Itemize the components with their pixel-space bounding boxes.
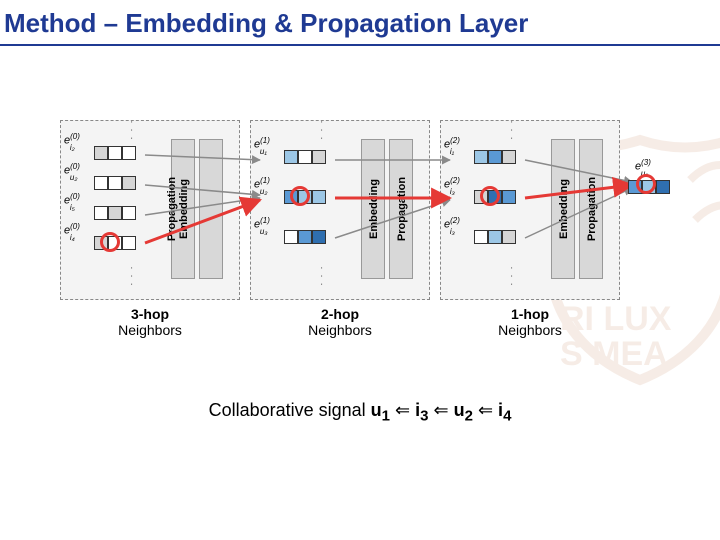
hop-label-2: 2-hopNeighbors [250, 306, 430, 338]
slide-title: Method – Embedding & Propagation Layer [4, 8, 528, 39]
node-label: e(2)i₃ [444, 176, 465, 193]
dots: · · · [316, 266, 327, 287]
ep-label-prop: Propagation [586, 139, 598, 279]
panel-1hop: Embedding Propagation · · · · · · [440, 120, 620, 300]
ep-block-2: Embedding [361, 139, 385, 279]
highlight-circle [100, 232, 120, 252]
highlight-circle [290, 186, 310, 206]
panel-2hop: Embedding Propagation · · · · · · [250, 120, 430, 300]
ep-block-2b: Propagation [389, 139, 413, 279]
ep-label-emb: Embedding [368, 139, 380, 279]
node-cells [94, 146, 136, 160]
caption: Collaborative signal u1 ⇐ i3 ⇐ u2 ⇐ i4 [0, 400, 720, 425]
dots: · · · [126, 120, 137, 141]
panel-3hop: Embedding Propagation · · · · · · [60, 120, 240, 300]
ep-label-emb: Embedding [178, 139, 190, 279]
node-cells [284, 150, 326, 164]
highlight-circle [480, 186, 500, 206]
node-label: e(1)u₁ [254, 136, 277, 153]
node-cells [94, 176, 136, 190]
ep-block-1: Embedding [551, 139, 575, 279]
final-node-label: e(3)u₁ [635, 158, 658, 175]
node-label: e(0)i₂ [64, 132, 85, 149]
node-label: e(1)u₃ [254, 216, 278, 233]
dots: · · · [506, 266, 517, 287]
title-underline [0, 44, 720, 46]
node-label: e(1)u₂ [254, 176, 277, 193]
node-cells [94, 206, 136, 220]
node-cells [284, 230, 326, 244]
node-label: e(0)i₅ [64, 192, 85, 209]
hop-label-3: 3-hopNeighbors [60, 306, 240, 338]
dots: · · · [506, 120, 517, 141]
ep-block-3: Embedding Propagation [171, 139, 195, 279]
node-cells [474, 150, 516, 164]
node-label: e(2)i₁ [444, 136, 464, 153]
dots: · · · [316, 120, 327, 141]
node-label: e(0)u₂ [64, 162, 87, 179]
dots: · · · [126, 266, 137, 287]
node-label: e(0)i₄ [64, 222, 85, 239]
ep-label-prop: Propagation [166, 139, 178, 279]
ep-label-prop: Propagation [396, 139, 408, 279]
diagram-area: Embedding Propagation · · · · · · 3-hopN… [60, 120, 660, 360]
node-label: e(2)i₃ [444, 216, 465, 233]
ep-block-1b: Propagation [579, 139, 603, 279]
node-cells [474, 230, 516, 244]
hop-label-1: 1-hopNeighbors [440, 306, 620, 338]
ep-block-3b [199, 139, 223, 279]
ep-label-emb: Embedding [558, 139, 570, 279]
final-circle [636, 174, 656, 194]
